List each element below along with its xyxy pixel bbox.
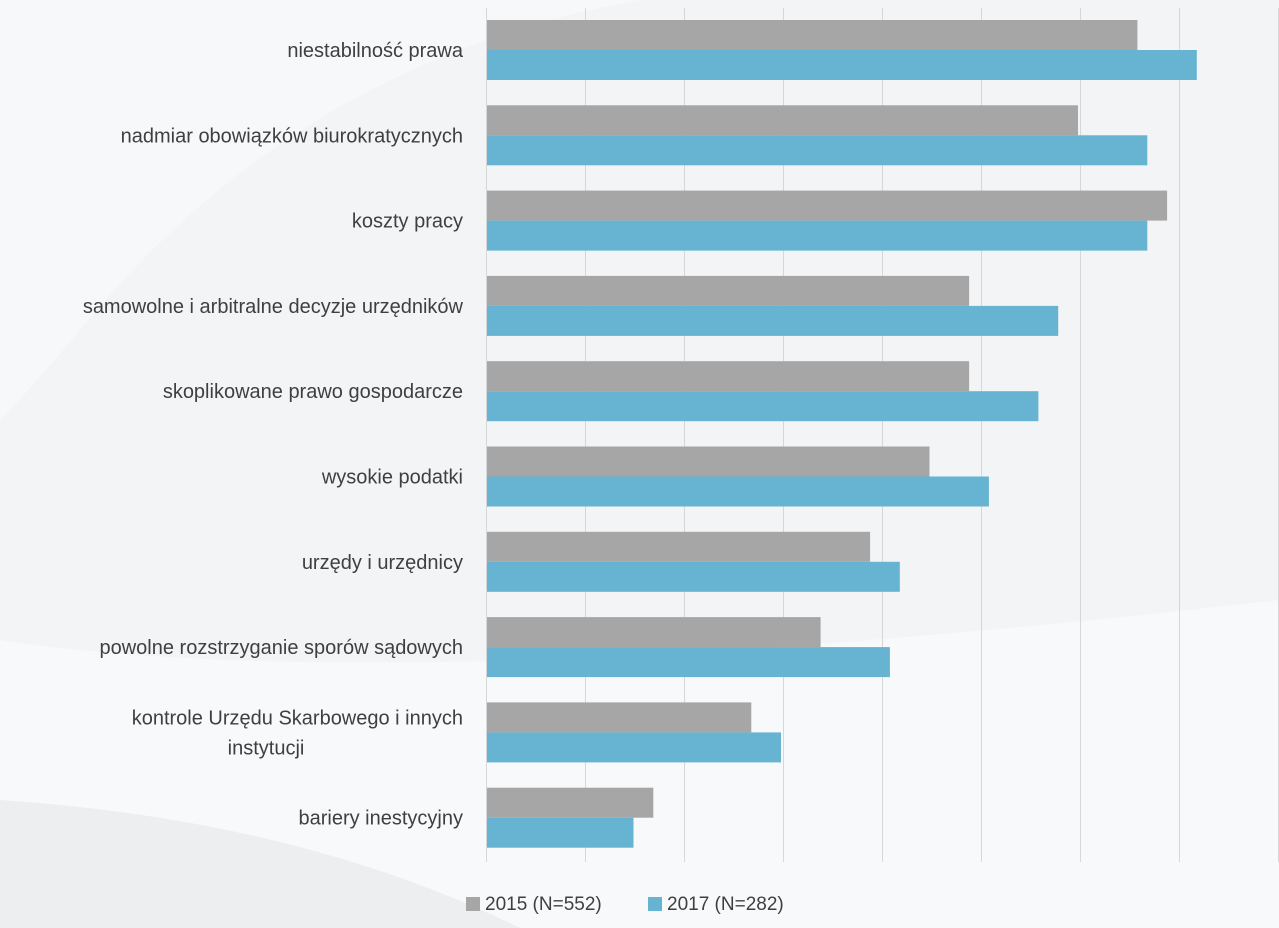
bar-s2-1 (487, 135, 1148, 166)
bar-s2-3 (487, 305, 1059, 336)
bar-s1-0 (487, 20, 1138, 50)
category-label-3: samowolne i arbitralne decyzje urzędnikó… (83, 296, 464, 318)
bar-s2-4 (487, 391, 1039, 422)
category-label-0: niestabilność prawa (287, 40, 464, 62)
bar-s2-6 (487, 561, 900, 592)
category-label-5: wysokie podatki (321, 467, 463, 489)
category-labels: niestabilność prawa nadmiar obowiązków bi… (83, 40, 464, 830)
bars (487, 20, 1197, 848)
bar-s1-3 (487, 275, 970, 306)
bar-s1-8 (487, 702, 752, 733)
bar-s2-7 (487, 647, 890, 678)
category-label-7: powolne rozstrzyganie sporów sądowych (99, 637, 463, 659)
category-label-2: koszty pracy (352, 211, 463, 233)
bar-s2-0 (487, 50, 1197, 80)
bar-s1-2 (487, 190, 1168, 221)
bar-s1-6 (487, 531, 871, 562)
bar-s2-5 (487, 476, 989, 507)
category-label-1: nadmiar obowiązków biurokratycznych (121, 125, 463, 147)
bar-s2-9 (487, 817, 634, 848)
legend: 2015 (N=552) 2017 (N=282) (466, 894, 784, 915)
legend-swatch-1 (648, 897, 662, 911)
bar-s1-5 (487, 446, 930, 477)
legend-swatch-0 (466, 897, 480, 911)
category-label-6: urzędy i urzędnicy (302, 552, 463, 574)
category-label-4: skoplikowane prawo gospodarcze (163, 381, 463, 403)
bar-s2-8 (487, 732, 781, 763)
bar-s1-7 (487, 617, 821, 648)
category-label-8: kontrole Urzędu Skarbowego i innych insty… (132, 707, 463, 759)
bar-s2-2 (487, 220, 1148, 251)
bar-s1-4 (487, 361, 970, 392)
category-label-9: bariery inestycyjny (298, 808, 463, 830)
legend-label-0: 2015 (N=552) (485, 894, 602, 915)
bar-s1-9 (487, 787, 654, 818)
legend-label-1: 2017 (N=282) (667, 894, 784, 915)
bar-s1-1 (487, 105, 1078, 136)
